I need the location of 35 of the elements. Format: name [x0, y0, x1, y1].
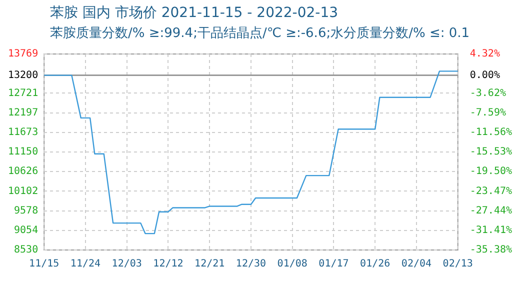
chart-title: 苯胺 国内 市场价 2021-11-15 - 2022-02-13 — [50, 4, 338, 22]
y2-tick-label: -19.50% — [470, 166, 512, 178]
y2-tick-label: -11.56% — [470, 126, 512, 138]
y2-tick-label: -27.44% — [470, 205, 512, 216]
y-tick-label: 11150 — [8, 146, 38, 158]
x-tick-label: 11/15 — [29, 258, 60, 270]
x-tick-label: 01/26 — [360, 258, 390, 270]
x-tick-label: 12/12 — [153, 258, 184, 270]
x-tick-label: 02/13 — [442, 258, 473, 270]
x-tick-label: 01/17 — [318, 258, 349, 270]
y2-tick-label: 0.00% — [470, 70, 500, 81]
y-tick-label: 13200 — [8, 70, 38, 81]
x-tick-label: 12/03 — [112, 258, 142, 270]
y2-tick-label: -15.53% — [470, 146, 512, 158]
x-tick-label: 01/08 — [277, 258, 308, 270]
y-tick-label: 11673 — [8, 127, 38, 138]
x-tick-label: 12/21 — [194, 258, 225, 270]
y-tick-label: 8530 — [14, 244, 38, 256]
chart-subtitle: 苯胺质量分数/% ≥:99.4;干品结晶点/℃ ≥:-6.6;水分质量分数/% ≤: 0.1 — [50, 25, 470, 42]
y2-tick-label: -35.38% — [470, 244, 512, 256]
y2-tick-label: 4.32% — [470, 48, 500, 60]
y-tick-label: 10102 — [8, 186, 38, 197]
y-tick-label: 9054 — [14, 224, 38, 236]
y2-tick-label: -3.62% — [470, 88, 506, 99]
y2-tick-label: -31.41% — [470, 224, 512, 236]
y-tick-label: 12721 — [8, 88, 38, 99]
y-tick-label: 12197 — [8, 107, 38, 118]
x-tick-label: 12/30 — [236, 258, 266, 270]
y-tick-label: 9578 — [14, 205, 38, 216]
y2-tick-label: -23.47% — [470, 186, 512, 197]
x-tick-label: 11/24 — [70, 258, 101, 270]
y2-tick-label: -7.59% — [470, 107, 506, 118]
y-tick-label: 10626 — [8, 166, 38, 178]
y-tick-label: 13769 — [8, 48, 38, 60]
x-tick-label: 02/04 — [401, 258, 432, 270]
